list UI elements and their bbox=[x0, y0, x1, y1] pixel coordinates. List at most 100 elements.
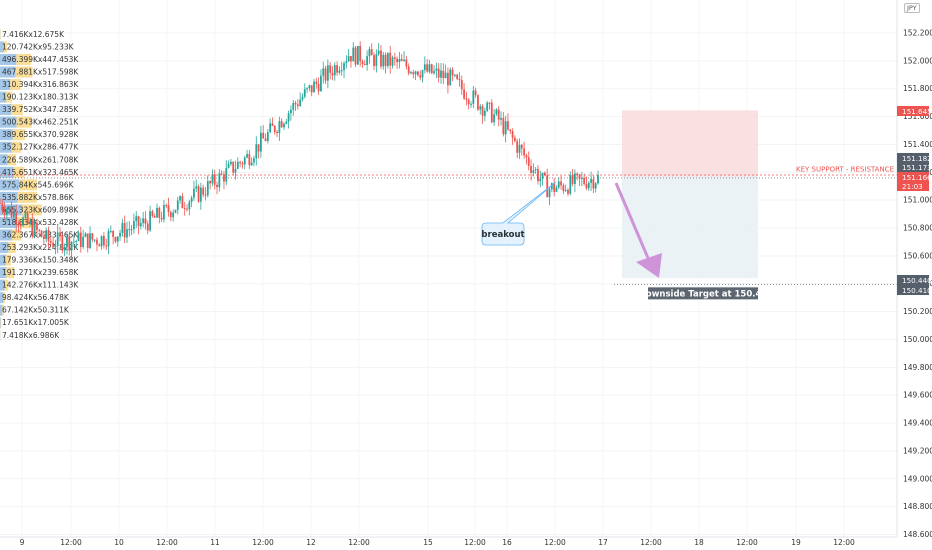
candle-body bbox=[377, 50, 380, 55]
candle-body bbox=[149, 211, 151, 231]
vp-label: 339.752Kx347.285K bbox=[2, 105, 79, 114]
currency-badge[interactable]: JPY bbox=[904, 3, 920, 13]
candle-body bbox=[541, 172, 544, 179]
candle-body bbox=[269, 123, 272, 133]
time-tick-label: 17 bbox=[598, 538, 608, 547]
price-tick-label: 150.000 bbox=[903, 335, 932, 344]
candle-body bbox=[220, 173, 223, 175]
candle-body bbox=[426, 64, 429, 72]
candle-body bbox=[12, 212, 15, 218]
vp-label: 142.276Kx111.143K bbox=[2, 281, 79, 290]
time-tick-label: 12:00 bbox=[736, 538, 758, 547]
candle-body bbox=[223, 174, 225, 182]
vp-buy-bar bbox=[0, 267, 7, 279]
candle-body bbox=[63, 246, 66, 251]
price-tag bbox=[897, 162, 929, 172]
price-tick-label: 149.000 bbox=[903, 474, 932, 483]
candle-body bbox=[590, 179, 592, 183]
candle-body bbox=[121, 222, 124, 233]
candle-body bbox=[440, 70, 442, 78]
candle-body bbox=[317, 83, 320, 92]
candle-body bbox=[486, 102, 489, 111]
candle-body bbox=[458, 78, 461, 81]
candle-body bbox=[234, 168, 237, 173]
candle-body bbox=[587, 182, 590, 189]
candle-body bbox=[451, 69, 454, 76]
candle-body bbox=[331, 72, 334, 76]
price-tag bbox=[897, 181, 929, 191]
candle-body bbox=[72, 241, 75, 243]
candle-body bbox=[79, 232, 82, 247]
candle-body bbox=[77, 232, 80, 242]
vp-buy-bar bbox=[0, 229, 12, 241]
candle-body bbox=[105, 245, 108, 247]
vp-label: 98.424Kx56.478K bbox=[2, 293, 70, 302]
candle-body bbox=[232, 161, 235, 173]
vp-label: 500.543Kx462.251K bbox=[2, 118, 79, 127]
vp-sell-bar bbox=[21, 204, 42, 216]
vp-label: 7.416Kx12.675K bbox=[2, 30, 65, 39]
candle-body bbox=[532, 170, 535, 173]
vp-buy-bar bbox=[0, 116, 17, 128]
candle-body bbox=[165, 205, 168, 207]
vp-sell-bar bbox=[15, 66, 33, 78]
vp-label: 67.142Kx50.311K bbox=[2, 306, 70, 315]
vp-label: 655.323Kx609.898K bbox=[2, 205, 79, 214]
candle-body bbox=[343, 63, 345, 71]
candle-body bbox=[137, 216, 140, 227]
candle-body bbox=[181, 196, 184, 209]
time-tick-label: 12:00 bbox=[156, 538, 178, 547]
time-tick-label: 12:00 bbox=[252, 538, 274, 547]
candle-body bbox=[329, 65, 332, 73]
candle-body bbox=[179, 196, 181, 201]
candle-body bbox=[534, 169, 537, 171]
candle-body bbox=[340, 70, 343, 72]
candle-body bbox=[530, 165, 532, 173]
candle-body bbox=[373, 55, 375, 67]
volume-profile: 7.416Kx12.675K 120.742Kx95.233K 496.399Kx4… bbox=[0, 28, 79, 341]
vp-label: 496.399Kx447.453K bbox=[2, 55, 79, 64]
vp-label: 415.651Kx323.465K bbox=[2, 168, 79, 177]
candle-body bbox=[396, 58, 399, 63]
candle-body bbox=[477, 95, 479, 110]
candle-body bbox=[576, 173, 579, 175]
candle-body bbox=[0, 202, 1, 204]
time-tick-label: 11 bbox=[210, 538, 220, 547]
candle-body bbox=[567, 189, 569, 194]
candle-body bbox=[100, 236, 103, 247]
candle-body bbox=[176, 200, 179, 210]
candle-body bbox=[580, 177, 583, 179]
candle-body bbox=[49, 240, 52, 243]
candle-body bbox=[562, 185, 565, 191]
candle-body bbox=[183, 208, 186, 210]
candle-body bbox=[116, 236, 119, 242]
candle-body bbox=[290, 109, 292, 114]
candle-body bbox=[91, 233, 94, 240]
vp-buy-bar bbox=[0, 166, 14, 178]
time-axis[interactable]: 9 12:00 10 12:00 11 12:00 12 12:00 15 12:00 16 12:0… bbox=[0, 536, 897, 547]
candle-body bbox=[585, 183, 588, 189]
vp-sell-bar bbox=[10, 79, 21, 91]
price-tick-label: 151.800 bbox=[903, 84, 932, 93]
candle-body bbox=[6, 210, 8, 215]
vp-buy-bar bbox=[0, 53, 17, 65]
candle-body bbox=[368, 49, 371, 57]
vp-label: 7.418Kx6.986K bbox=[2, 331, 60, 340]
candles bbox=[0, 41, 599, 259]
vp-buy-bar bbox=[0, 154, 8, 166]
vp-sell-bar bbox=[6, 91, 13, 103]
price-axis[interactable]: 152.200152.000151.800151.600151.400151.2… bbox=[896, 0, 932, 539]
candle-body bbox=[54, 246, 57, 248]
price-tick-label: 150.800 bbox=[903, 224, 932, 233]
candle-body bbox=[525, 155, 528, 158]
vp-label: 389.655Kx370.928K bbox=[2, 130, 79, 139]
candle-body bbox=[135, 216, 138, 222]
candle-body bbox=[500, 117, 502, 120]
candle-body bbox=[539, 178, 542, 182]
vp-buy-bar bbox=[0, 216, 18, 228]
candle-body bbox=[389, 52, 392, 66]
vp-sell-bar bbox=[11, 229, 22, 241]
price-tick-label: 151.600 bbox=[903, 112, 932, 121]
